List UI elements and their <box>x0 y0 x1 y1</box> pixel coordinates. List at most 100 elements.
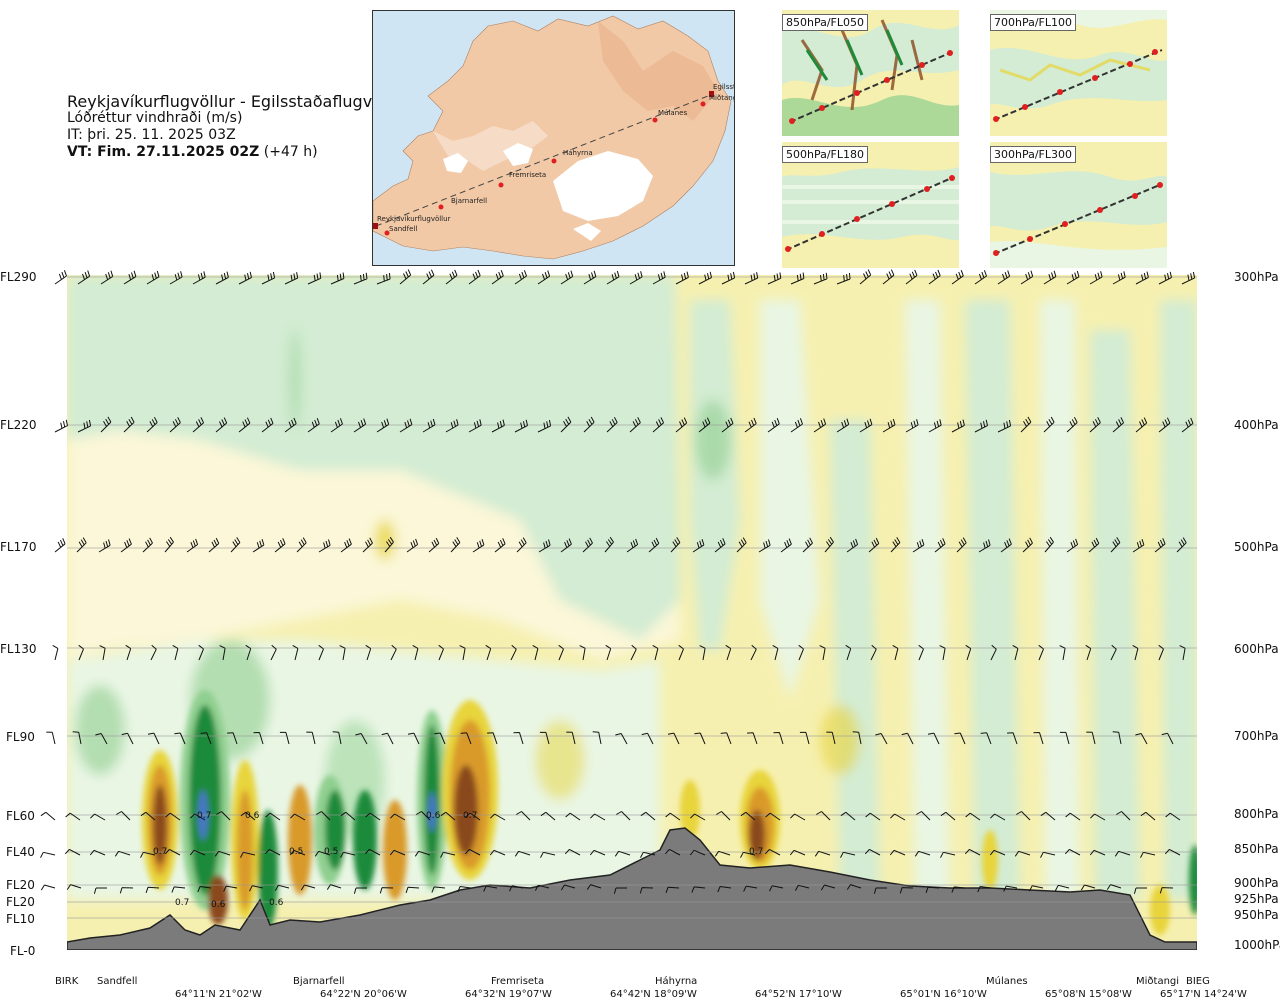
wind-barb <box>560 538 572 553</box>
wind-barb <box>428 537 440 553</box>
wind-barb <box>1054 884 1070 891</box>
wind-barb <box>824 536 834 553</box>
wind-barb <box>494 538 506 553</box>
wind-barb <box>1110 644 1117 661</box>
wind-barb <box>1043 416 1055 433</box>
wind-barb <box>450 537 461 553</box>
wind-barb <box>516 811 531 821</box>
chart-header: Reykjavíkurflugvöllur - Egilsstaðaflugvö… <box>67 93 408 161</box>
wind-barb <box>1112 271 1126 285</box>
x-coord-label: 65°17'N 14°24'W <box>1160 989 1247 1000</box>
wind-barb <box>905 269 918 285</box>
wind-barb <box>1066 270 1080 285</box>
wind-barb <box>978 539 991 553</box>
wind-barb <box>765 812 781 821</box>
wind-barb <box>274 884 290 891</box>
wind-barb <box>1114 850 1131 857</box>
wind-barb <box>406 538 419 553</box>
wind-barb <box>165 812 181 821</box>
wind-barb <box>1038 644 1044 661</box>
wind-barb <box>422 269 435 285</box>
wind-barb <box>648 537 660 553</box>
wind-barb <box>353 272 368 285</box>
wind-barb <box>743 885 758 892</box>
level-map-label: 850hPa/FL050 <box>782 14 869 31</box>
x-coord-label: 65°01'N 16°10'W <box>900 989 987 1000</box>
wind-barb <box>767 418 780 433</box>
wind-barb <box>560 416 572 433</box>
x-station-label: Fremriseta <box>491 976 545 987</box>
wind-barb <box>197 886 212 893</box>
wind-barb <box>675 417 688 433</box>
wind-barb <box>174 732 186 745</box>
x-station-label: Sandfell <box>97 976 138 987</box>
wind-barb <box>964 848 981 856</box>
wind-barb <box>905 419 919 433</box>
x-coord-label: 64°11'N 21°02'W <box>175 989 262 1000</box>
wind-barb <box>468 419 482 433</box>
wind-barb <box>125 644 132 661</box>
wind-barb <box>100 270 114 285</box>
map-label-fremriseta: Fremriseta <box>509 171 546 179</box>
chart-subtitle: Lóðréttur vindhraði (m/s) <box>67 110 243 126</box>
x-coord-label: 64°42'N 18°09'W <box>610 989 697 1000</box>
wind-barb <box>189 849 206 856</box>
wind-barb <box>532 644 539 661</box>
wind-barb <box>485 644 492 661</box>
wind-barb <box>216 811 231 821</box>
wind-barb <box>720 732 732 745</box>
wind-barb <box>716 811 731 821</box>
wind-barb <box>330 418 343 433</box>
wind-barb <box>1133 887 1147 894</box>
y-label-right: 800hPa <box>1234 807 1279 821</box>
wind-barb <box>150 644 157 661</box>
wind-barb <box>384 536 394 553</box>
wind-barb <box>534 884 550 891</box>
x-coord-label: 64°22'N 20°06'W <box>320 989 407 1000</box>
wind-barb <box>326 884 342 890</box>
wind-barb <box>376 418 390 433</box>
wind-barb <box>698 417 711 433</box>
wind-barb <box>172 644 179 661</box>
y-label-right: 300hPa <box>1234 270 1279 284</box>
wind-barb <box>438 644 444 661</box>
wind-barb <box>99 645 106 661</box>
wind-barb <box>1181 271 1196 285</box>
wind-barb <box>54 270 67 285</box>
wind-barb <box>340 538 352 553</box>
wind-barb <box>864 848 881 856</box>
wind-barb <box>965 644 972 661</box>
wind-barb <box>365 812 381 821</box>
wind-barb <box>865 812 881 821</box>
level-map-700: 700hPa/FL100 <box>990 10 1167 136</box>
wind-barb <box>46 731 56 745</box>
wind-barb <box>489 849 506 856</box>
vertical-velocity-field <box>67 275 1197 950</box>
wind-barb <box>721 271 736 285</box>
wind-barb <box>1085 644 1092 661</box>
wind-barb <box>516 537 527 553</box>
wind-barb <box>589 849 606 856</box>
wind-barb <box>852 731 862 745</box>
y-label-left: FL40 <box>6 845 35 859</box>
wind-barb <box>1090 813 1106 821</box>
wind-barb <box>689 849 706 856</box>
wind-barb <box>604 536 614 553</box>
level-map-label: 300hPa/FL300 <box>990 146 1077 163</box>
wind-barb <box>227 732 238 745</box>
wind-barb <box>721 417 734 433</box>
wind-barb <box>510 644 517 661</box>
wind-barb <box>940 851 956 858</box>
value-label: 0.6 <box>426 811 441 821</box>
wind-barb <box>1066 416 1078 433</box>
wind-barb <box>414 850 431 857</box>
wind-barb <box>836 272 851 285</box>
wind-barb <box>691 886 706 893</box>
wind-barb <box>819 645 826 661</box>
wind-barb <box>1089 849 1106 856</box>
wind-barb <box>491 419 505 433</box>
wind-barb <box>665 812 681 821</box>
wind-barb <box>445 269 458 285</box>
wind-barb <box>814 850 831 857</box>
x-station-label: Háhyrna <box>655 976 698 987</box>
